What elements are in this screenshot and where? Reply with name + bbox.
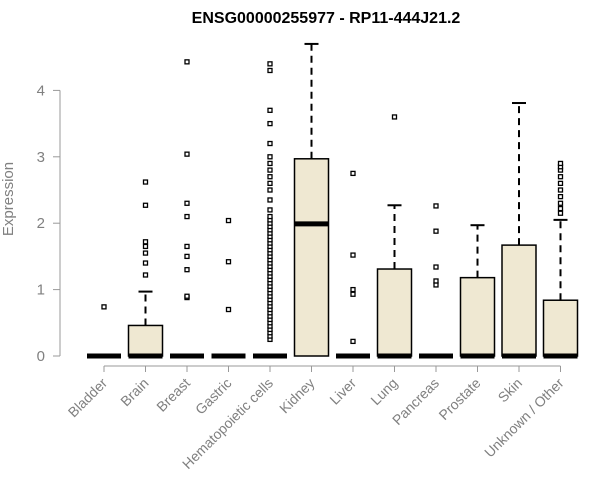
outlier-point <box>142 250 149 256</box>
outlier-point <box>101 304 107 310</box>
y-tick-label: 2 <box>37 215 45 232</box>
box-gastric <box>211 217 246 359</box>
x-tick-label: Breast <box>153 375 193 415</box>
box-prostate <box>459 224 496 359</box>
box-body <box>459 276 496 357</box>
outlier-point <box>557 200 564 206</box>
outlier-point <box>267 180 273 187</box>
outlier-point <box>267 61 273 67</box>
outlier-point <box>391 114 398 120</box>
box-body <box>127 324 164 357</box>
outlier-point <box>557 205 564 212</box>
box-hematopoietic-cells <box>253 61 287 359</box>
outlier-point <box>557 180 564 187</box>
outlier-point <box>184 59 190 65</box>
outlier-point <box>350 170 356 177</box>
outlier-point <box>350 291 356 297</box>
boxes <box>87 42 579 359</box>
x-tick-label: Skin <box>495 375 526 406</box>
outlier-point <box>433 203 439 209</box>
outlier-point <box>142 260 149 266</box>
box-lung <box>376 114 413 359</box>
outlier-point <box>267 187 273 193</box>
outlier-point <box>350 252 356 258</box>
outlier-point <box>557 160 564 167</box>
box-skin <box>501 102 537 359</box>
outlier-point <box>433 264 439 270</box>
outlier-point <box>225 217 232 224</box>
outlier-point <box>184 151 190 157</box>
box-breast <box>170 59 204 359</box>
x-tick-label: Kidney <box>276 375 318 417</box>
box-brain <box>127 179 164 359</box>
box-body <box>376 268 413 357</box>
outlier-point <box>267 160 273 167</box>
outlier-point <box>350 338 356 345</box>
y-tick-label: 3 <box>37 149 45 166</box>
box-pancreas <box>419 203 453 359</box>
outlier-point <box>350 286 356 293</box>
outlier-point <box>184 213 190 220</box>
outlier-point <box>267 67 273 74</box>
outlier-point <box>267 120 273 127</box>
outlier-point <box>267 167 273 173</box>
x-tick-label: Lung <box>367 375 400 408</box>
x-tick-label: Brain <box>117 375 151 409</box>
x-tick-label: Bladder <box>65 375 111 421</box>
outlier-point <box>184 243 190 250</box>
outlier-point <box>184 253 190 260</box>
outlier-point <box>267 154 273 160</box>
y-axis: 0 1 2 3 4 <box>37 82 61 365</box>
x-tick-label: Prostate <box>435 375 483 423</box>
outlier-point <box>267 207 273 213</box>
outlier-point <box>557 193 564 200</box>
outlier-point <box>184 267 190 273</box>
y-axis-label: Expression <box>0 162 17 236</box>
outlier-point <box>433 228 439 234</box>
outlier-point <box>225 259 232 265</box>
outlier-point <box>184 293 190 299</box>
box-kidney <box>293 42 330 357</box>
box-liver <box>336 170 370 359</box>
chart-title: ENSG00000255977 - RP11-444J21.2 <box>192 10 461 27</box>
y-tick-label: 1 <box>37 282 45 299</box>
outlier-point <box>557 187 564 193</box>
outlier-point <box>142 179 149 185</box>
box-body <box>501 244 537 357</box>
outlier-point <box>557 210 564 216</box>
x-tick-label: Liver <box>326 375 359 408</box>
outlier-point <box>225 306 232 313</box>
outlier-point <box>267 107 273 113</box>
outlier-point <box>267 213 273 220</box>
y-tick-label: 0 <box>37 348 45 365</box>
box-body <box>293 158 330 357</box>
y-tick-label: 4 <box>37 82 45 99</box>
box-unknown-other <box>542 160 579 359</box>
box-bladder <box>87 304 121 359</box>
box-body <box>542 299 579 357</box>
outlier-point <box>557 174 564 180</box>
outlier-point <box>142 202 149 208</box>
x-tick-label: Unknown / Other <box>481 375 567 461</box>
outlier-point <box>267 174 273 180</box>
outlier-point <box>142 239 149 245</box>
outlier-point <box>184 200 190 206</box>
outlier-point <box>142 272 149 278</box>
outlier-point <box>142 243 149 250</box>
outlier-point <box>267 197 273 203</box>
outlier-point <box>433 278 439 284</box>
outlier-point <box>267 140 273 147</box>
